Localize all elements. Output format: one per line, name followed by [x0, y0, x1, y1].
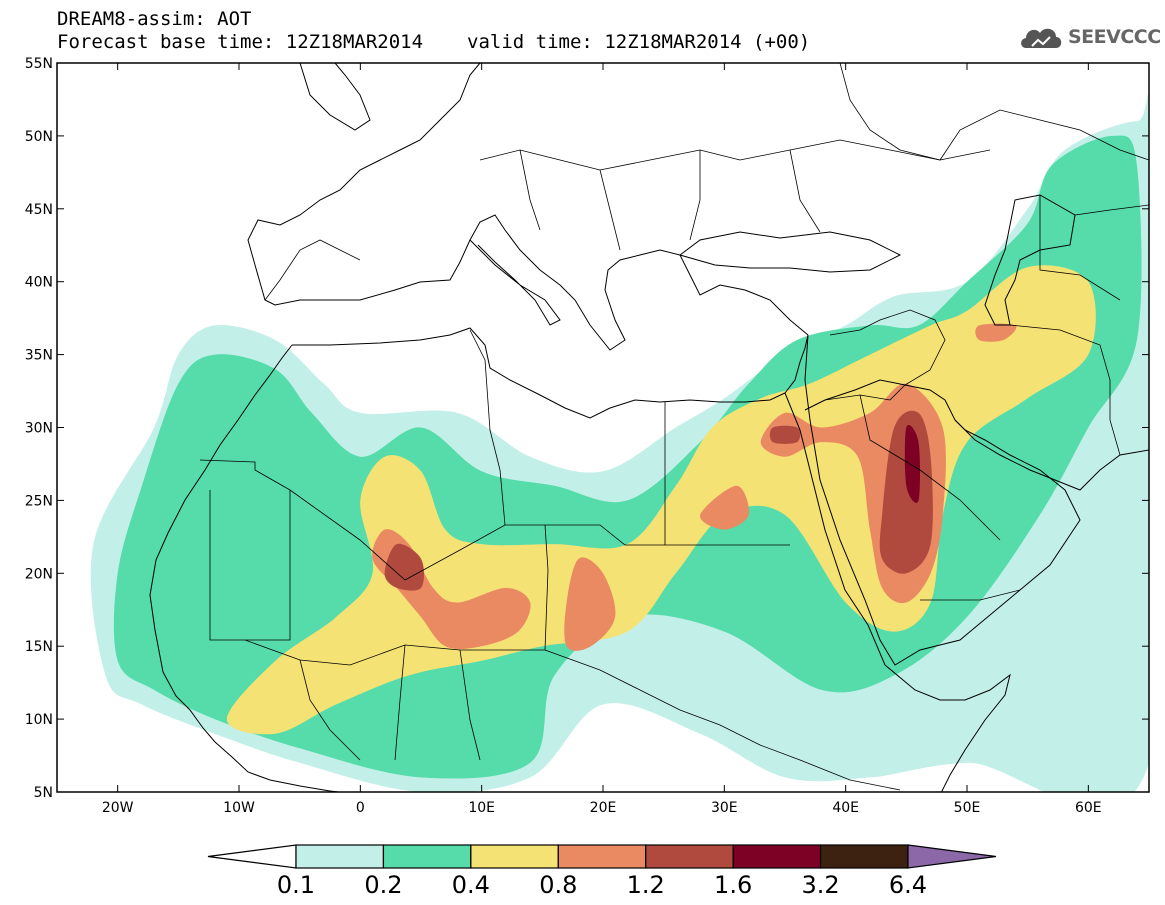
colorbar-box — [470, 844, 559, 869]
colorbar-label: 0.4 — [452, 871, 490, 899]
valid-time: valid time: 12Z18MAR2014 (+00) — [467, 31, 811, 53]
lon-tick-label: 10E — [468, 800, 495, 816]
coastline-red-sea-arabia — [804, 334, 1081, 666]
seevccc-logo: SEEVCCC — [1018, 22, 1161, 52]
border-iraq-iran — [829, 309, 946, 386]
colorbar-box — [732, 844, 822, 869]
coastline-east-africa — [784, 392, 1011, 792]
colorbar-label: 3.2 — [801, 871, 839, 899]
lat-tick-label: 15N — [25, 639, 53, 655]
coastline-west-africa — [149, 344, 343, 792]
border-west-africa — [299, 644, 481, 761]
border-libya-sudan — [545, 402, 666, 546]
cloud-icon — [1021, 28, 1062, 48]
aot-region-11 — [879, 410, 933, 574]
lon-tick-label: 60E — [1075, 800, 1102, 816]
lat-tick-label: 20N — [25, 566, 53, 582]
colorbar-box — [557, 844, 647, 869]
lat-tick-label: 40N — [25, 275, 53, 291]
lon-tick-label: 0 — [356, 800, 365, 816]
map-axes: 20W 10W 0 10E 20E 30E 40E 50E 60E 55N 50N 45N 40N 35N… — [25, 56, 1149, 816]
lat-tick-label: 35N — [25, 348, 53, 364]
lat-tick-label: 50N — [25, 129, 53, 145]
colorbar-label: 1.6 — [714, 871, 752, 899]
lat-tick-label: 10N — [25, 712, 53, 728]
aot-region-9 — [384, 543, 424, 591]
colorbar-under-arrow — [207, 844, 297, 869]
lat-tick-label: 55N — [25, 56, 53, 72]
colorbar-box — [819, 844, 909, 869]
border-iberia — [264, 239, 361, 301]
border-europe-central — [479, 139, 991, 251]
coastline-italy — [469, 239, 561, 326]
border-russia-north — [839, 63, 1149, 161]
aot-field-layer — [90, 94, 1149, 792]
border-sahel — [244, 639, 901, 791]
aot-region-5 — [564, 557, 616, 651]
aot-region-10 — [769, 425, 801, 444]
lat-tick-label: 45N — [25, 202, 53, 218]
border-libya-egypt — [469, 329, 506, 526]
coastlines — [149, 63, 1149, 792]
lon-tick-label: 50E — [954, 800, 981, 816]
colorbar-box — [382, 844, 472, 869]
border-central-asia — [1039, 195, 1149, 301]
border-iran-east — [1009, 324, 1121, 456]
colorbar-label: 0.8 — [539, 871, 577, 899]
aot-region-8 — [975, 323, 1017, 342]
lon-tick-label: 30E — [711, 800, 738, 816]
border-sahara-west — [199, 459, 406, 581]
border-arabia — [824, 384, 1021, 601]
aot-region-12 — [904, 424, 920, 503]
coastline-british-isles — [299, 63, 371, 131]
colorbar-over-arrow — [907, 844, 997, 869]
lon-tick-label: 20W — [102, 800, 134, 816]
coastline-persian-gulf — [954, 419, 1149, 491]
lon-tick-label: 20E — [590, 800, 617, 816]
lon-tick-label: 10W — [223, 800, 255, 816]
border-algeria-mali — [209, 490, 291, 641]
lat-tick-label: 5N — [34, 785, 53, 801]
colorbar-label: 0.1 — [277, 871, 315, 899]
lat-tick-label: 25N — [25, 493, 53, 509]
border-libya-niger — [404, 524, 549, 651]
country-borders — [199, 63, 1149, 791]
aot-colorbar: 0.1 0.2 0.4 0.8 1.2 1.6 3.2 6.4 — [207, 844, 997, 899]
aot-region-6 — [699, 485, 749, 530]
colorbar-box — [295, 844, 385, 869]
colorbar-box — [645, 844, 734, 869]
logo-text: SEEVCCC — [1068, 26, 1161, 48]
lon-tick-label: 40E — [832, 800, 859, 816]
base-time: Forecast base time: 12Z18MAR2014 — [57, 31, 424, 53]
coastline-europe — [247, 63, 809, 351]
coastline-black-sea — [678, 231, 902, 273]
coastline-mediterranean-south — [292, 327, 809, 419]
forecast-times: Forecast base time: 12Z18MAR2014 valid ti… — [57, 31, 810, 53]
colorbar-label: 6.4 — [889, 871, 927, 899]
lat-tick-label: 30N — [25, 421, 53, 437]
coastline-caspian — [984, 194, 1076, 326]
colorbar-label: 0.2 — [364, 871, 402, 899]
colorbar-label: 1.2 — [627, 871, 665, 899]
map-title: DREAM8-assim: AOT — [57, 8, 252, 30]
